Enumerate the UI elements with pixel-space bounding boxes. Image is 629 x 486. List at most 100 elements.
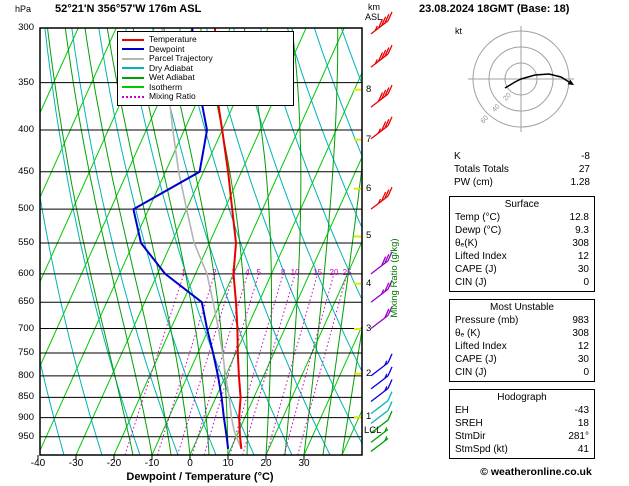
pressure-tick-label: 550 bbox=[18, 236, 34, 248]
stat-row: Temp (°C) 12.8 bbox=[450, 211, 594, 224]
pressure-tick-label: 400 bbox=[18, 124, 34, 136]
stat-row: Dewp (°C) 9.3 bbox=[450, 224, 594, 237]
mixing-ratio-value-label: 4 bbox=[245, 268, 250, 277]
stat-row: StmDir 281° bbox=[450, 430, 594, 443]
temperature-line bbox=[214, 28, 243, 450]
legend-item: Mixing Ratio bbox=[122, 92, 289, 102]
km-tick-label: 5 bbox=[366, 230, 372, 242]
mixing-ratio-value-label: 8 bbox=[281, 268, 286, 277]
stat-value: 12.8 bbox=[569, 212, 589, 223]
stat-section: Hodograph EH -43 SREH 18 StmDir 281° StmSpd (kt… bbox=[449, 389, 595, 459]
x-axis-title: Dewpoint / Temperature (°C) bbox=[126, 471, 274, 483]
legend-item: Wet Adiabat bbox=[122, 73, 289, 83]
km-tick-label: 2 bbox=[366, 367, 372, 379]
stat-row: StmSpd (kt) 41 bbox=[450, 443, 594, 456]
stat-row: θₑ(K) 308 bbox=[450, 237, 594, 250]
legend-line-sample bbox=[122, 57, 144, 60]
wind-barb bbox=[370, 44, 393, 68]
wind-barb bbox=[370, 84, 393, 108]
sounding-profiles bbox=[132, 28, 243, 450]
legend-item-label: Dewpoint bbox=[149, 43, 185, 54]
stat-label: PW (cm) bbox=[454, 177, 493, 188]
hodograph-ring-label: 60 bbox=[480, 115, 491, 126]
km-tick-label: 8 bbox=[366, 83, 372, 95]
mixing-ratio-value-label: 25 bbox=[343, 268, 352, 277]
temp-tick-label: -10 bbox=[144, 458, 160, 469]
legend-item: Isotherm bbox=[122, 81, 289, 93]
legend-item-label: Temperature bbox=[149, 34, 197, 45]
legend-item: Dewpoint bbox=[122, 43, 289, 55]
pressure-tick-label: 650 bbox=[18, 296, 34, 308]
pressure-tick-label: 500 bbox=[18, 203, 34, 215]
stat-value: 1.28 bbox=[570, 177, 590, 188]
wind-barb bbox=[370, 251, 393, 275]
km-axis-unit-label: km bbox=[368, 2, 380, 12]
stat-row: CAPE (J) 30 bbox=[450, 353, 594, 366]
mixing-ratio-value-label: 5 bbox=[256, 268, 261, 277]
stat-value: 18 bbox=[577, 418, 589, 429]
dewpoint-line bbox=[132, 28, 230, 450]
stat-label: Lifted Index bbox=[455, 341, 507, 352]
datetime-title: 23.08.2024 18GMT (Base: 18) bbox=[419, 3, 570, 15]
pressure-tick-label: 600 bbox=[18, 267, 34, 279]
legend-item-label: Isotherm bbox=[149, 81, 183, 92]
pressure-unit-label: hPa bbox=[15, 4, 32, 14]
hodograph-unit-label: kt bbox=[455, 26, 463, 36]
asl-axis-label: ASL bbox=[365, 12, 383, 22]
stat-value: 0 bbox=[583, 277, 589, 288]
pressure-tick-label: 900 bbox=[18, 411, 34, 423]
stat-row: PW (cm) 1.28 bbox=[449, 176, 595, 189]
stat-section-title: Hodograph bbox=[497, 392, 547, 403]
stat-row: Lifted Index 12 bbox=[450, 340, 594, 353]
stat-value: 0 bbox=[583, 367, 589, 378]
wind-barb bbox=[370, 353, 393, 377]
stat-value: 983 bbox=[572, 315, 589, 326]
stat-label: StmSpd (kt) bbox=[455, 444, 508, 455]
pressure-tick-label: 450 bbox=[18, 165, 34, 177]
lcl-label: LCL bbox=[364, 425, 382, 436]
legend-line-sample bbox=[122, 38, 144, 41]
stat-label: Lifted Index bbox=[455, 251, 507, 262]
stat-value: 12 bbox=[577, 341, 589, 352]
stat-value: -8 bbox=[581, 151, 590, 162]
legend-item: Dry Adiabat bbox=[122, 63, 289, 74]
stat-label: θₑ(K) bbox=[455, 238, 478, 249]
stat-value: 30 bbox=[577, 264, 589, 275]
wind-barb bbox=[370, 410, 393, 434]
pressure-tick-label: 700 bbox=[18, 322, 34, 334]
mixing-ratio-value-label: 20 bbox=[330, 268, 339, 277]
mixing-ratio-value-label: 2 bbox=[212, 268, 217, 277]
pressure-tick-label: 850 bbox=[18, 391, 34, 403]
stat-row: K -8 bbox=[449, 150, 595, 163]
legend-line-sample bbox=[122, 48, 144, 51]
stat-label: EH bbox=[455, 405, 469, 416]
stat-section: Most Unstable Pressure (mb) 983 θₑ (K) 308 Li… bbox=[449, 299, 595, 382]
station-title: 52°21'N 356°57'W 176m ASL bbox=[55, 3, 202, 15]
km-tick-label: 3 bbox=[366, 323, 372, 334]
legend: Temperature Dewpoint Parcel Trajectory Dry … bbox=[117, 31, 294, 106]
stat-row: CIN (J) 0 bbox=[450, 366, 594, 379]
legend-line-sample bbox=[122, 67, 144, 70]
stat-row: θₑ (K) 308 bbox=[450, 327, 594, 340]
wind-barb bbox=[370, 279, 393, 303]
km-tick-label: 1 bbox=[366, 411, 372, 423]
plot-border bbox=[39, 27, 363, 456]
wind-barb bbox=[370, 401, 393, 425]
stat-value: 281° bbox=[568, 431, 589, 442]
stat-label: θₑ (K) bbox=[455, 328, 481, 339]
pressure-tick-label: 750 bbox=[18, 346, 34, 358]
legend-item-label: Wet Adiabat bbox=[149, 72, 195, 83]
legend-item-label: Parcel Trajectory bbox=[149, 53, 213, 64]
stat-label: CAPE (J) bbox=[455, 264, 497, 275]
stat-label: CIN (J) bbox=[455, 367, 487, 378]
wind-barb bbox=[370, 11, 393, 35]
stat-label: Totals Totals bbox=[454, 164, 509, 175]
stat-row: CAPE (J) 30 bbox=[450, 263, 594, 276]
mixing-ratio-value-label: 10 bbox=[291, 268, 300, 277]
hodograph-arrowhead bbox=[567, 79, 575, 86]
stat-row: Lifted Index 12 bbox=[450, 250, 594, 263]
stat-section: Surface Temp (°C) 12.8 Dewp (°C) 9.3 θₑ(K) 308… bbox=[449, 196, 595, 292]
